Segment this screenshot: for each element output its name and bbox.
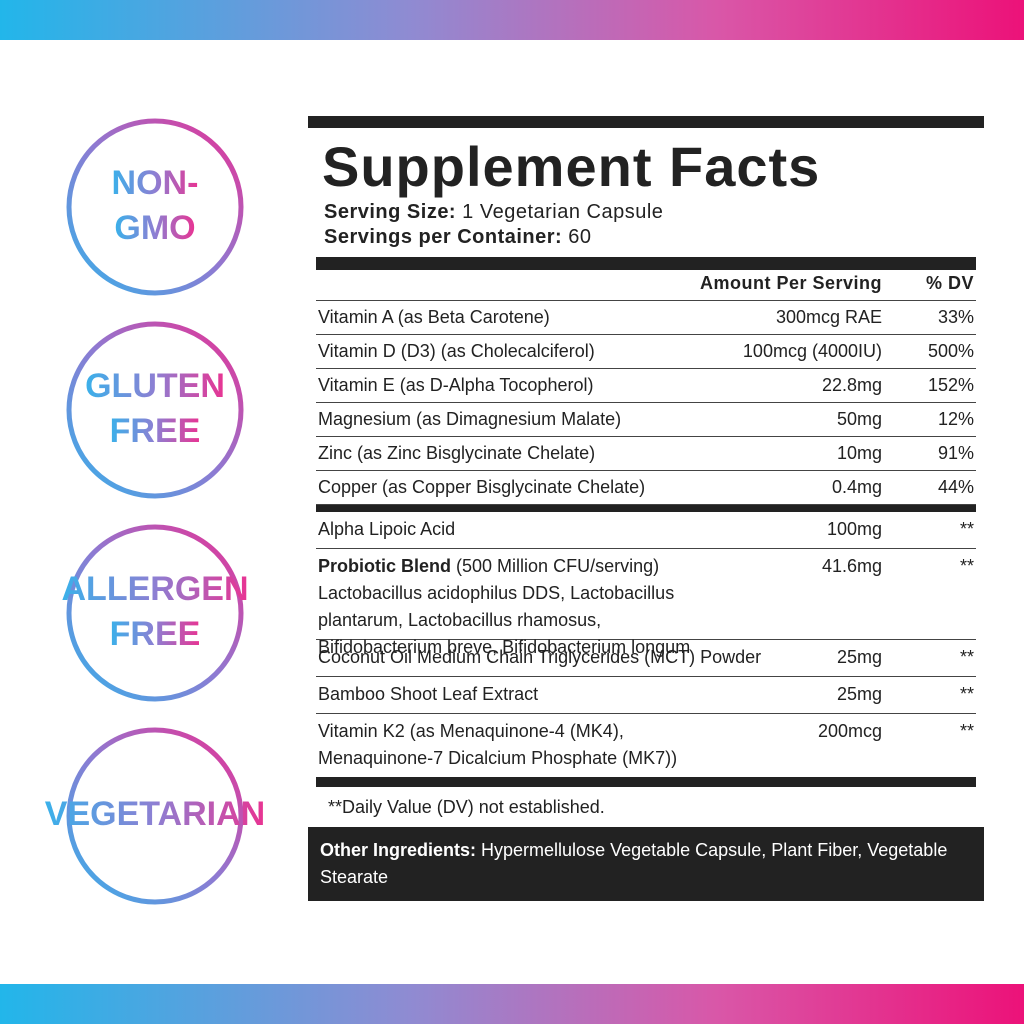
facts-row: Alpha Lipoic Acid 100mg **	[316, 512, 976, 549]
ingredient-name: Probiotic Blend (500 Million CFU/serving…	[318, 553, 690, 661]
ingredient-name: Alpha Lipoic Acid	[318, 516, 455, 543]
name-line: Bamboo Shoot Leaf Extract	[318, 684, 539, 704]
badge-ring	[66, 524, 244, 702]
name-text: Vitamin D (D3) (as Cholecalciferol)	[318, 341, 595, 361]
facts-row: Magnesium (as Dimagnesium Malate) 50mg 12%	[316, 403, 976, 437]
badge-ring	[66, 321, 244, 499]
other-ingredients: Other Ingredients: Hypermellulose Vegeta…	[308, 827, 984, 901]
facts-row: Probiotic Blend (500 Million CFU/serving…	[316, 549, 976, 657]
rule	[316, 505, 976, 512]
name-text: Magnesium (as Dimagnesium Malate)	[318, 409, 622, 429]
supplement-facts-panel: Supplement Facts Serving Size: 1 Vegetar…	[308, 116, 984, 901]
badges: NON- GMO GLUTEN FREE ALLERGEN FREE VEGETARIAN	[45, 118, 265, 905]
label: Serving Size:	[324, 201, 457, 223]
amount: 22.8mg	[821, 375, 882, 395]
daily-value: **	[959, 647, 974, 667]
rule	[316, 257, 976, 270]
ingredient-name: Vitamin A (as Beta Carotene)	[318, 304, 550, 331]
amount: 41.6mg	[821, 556, 882, 576]
label: Servings per Container:	[324, 226, 563, 248]
name-line: Menaquinone-7 Dicalcium Phosphate (MK7))	[318, 748, 678, 768]
amount: 25mg	[836, 684, 882, 704]
amount: 25mg	[836, 647, 882, 667]
ingredient-name: Vitamin K2 (as Menaquinone-4 (MK4), Menaq…	[318, 718, 677, 772]
daily-value: 91%	[937, 443, 974, 463]
footnote: **Daily Value (DV) not established.	[328, 797, 605, 817]
label: Other Ingredients:	[320, 840, 477, 860]
text: Hypermellulose Vegetable Capsule, Plant …	[320, 840, 948, 887]
amount: 100mg	[826, 519, 882, 539]
facts-row: Vitamin A (as Beta Carotene) 300mcg RAE 33…	[316, 301, 976, 335]
name-line: Probiotic Blend (500 Million CFU/serving…	[318, 553, 690, 580]
badge-text: VEGETARIAN	[45, 795, 265, 833]
ingredient-name: Magnesium (as Dimagnesium Malate)	[318, 406, 621, 433]
badge-ring	[66, 727, 244, 905]
name-line: Coconut Oil Medium Chain Triglycerides (…	[318, 647, 762, 667]
facts-row: Bamboo Shoot Leaf Extract 25mg **	[316, 677, 976, 714]
daily-value: **	[959, 684, 974, 704]
badge-text: NON-	[112, 164, 199, 202]
name-line: Bifidobacterium breve, Bifidobacterium l…	[318, 637, 691, 657]
rule	[316, 777, 976, 787]
amount-header: Amount Per Serving	[699, 273, 882, 293]
ingredient-name: Vitamin D (D3) (as Cholecalciferol)	[318, 338, 595, 365]
ingredient-name: Zinc (as Zinc Bisglycinate Chelate)	[318, 440, 595, 467]
amount: 300mcg RAE	[775, 307, 882, 327]
badge-text: ALLERGEN	[62, 570, 249, 608]
amount: 10mg	[836, 443, 882, 463]
name-text: Zinc (as Zinc Bisglycinate Chelate)	[318, 443, 596, 463]
ingredient-name: Bamboo Shoot Leaf Extract	[318, 681, 538, 708]
ingredient-name: Copper (as Copper Bisglycinate Chelate)	[318, 474, 645, 501]
badge-ring	[66, 118, 244, 296]
panel-title: Supplement Facts	[322, 135, 821, 198]
dv-header: % DV	[925, 273, 974, 293]
daily-value: **	[959, 721, 974, 741]
ingredient-name: Coconut Oil Medium Chain Triglycerides (…	[318, 644, 761, 671]
facts-row: Zinc (as Zinc Bisglycinate Chelate) 10mg 9…	[316, 437, 976, 471]
name-text: Vitamin A (as Beta Carotene)	[318, 307, 550, 327]
top-rule	[308, 116, 984, 128]
facts-row: Vitamin K2 (as Menaquinone-4 (MK4), Menaq…	[316, 714, 976, 777]
daily-value: 44%	[937, 477, 974, 497]
name-text: Copper (as Copper Bisglycinate Chelate)	[318, 477, 646, 497]
after-table: **Daily Value (DV) not established.	[316, 777, 976, 827]
daily-value: 12%	[937, 409, 974, 429]
name-line: Vitamin K2 (as Menaquinone-4 (MK4),	[318, 721, 624, 741]
servings-per-container: Servings per Container: 60	[324, 225, 984, 250]
facts-row: Vitamin D (D3) (as Cholecalciferol) 100mc…	[316, 335, 976, 369]
value: 60	[568, 226, 592, 248]
bold-name: Probiotic Blend	[318, 556, 452, 576]
daily-value: **	[959, 556, 974, 576]
amount: 200mcg	[817, 721, 882, 741]
header-row: Amount Per Serving % DV	[316, 270, 976, 301]
amount: 50mg	[836, 409, 882, 429]
badge-text: GMO	[114, 209, 195, 247]
amount: 100mcg (4000IU)	[742, 341, 882, 361]
facts-row: Coconut Oil Medium Chain Triglycerides (…	[316, 640, 976, 677]
badge-text: GLUTEN	[85, 367, 225, 405]
daily-value: 500%	[927, 341, 974, 361]
top-band	[0, 0, 1024, 40]
daily-value: 152%	[927, 375, 974, 395]
name-line: Lactobacillus acidophilus DDS, Lactobaci…	[318, 583, 675, 603]
facts-row: Vitamin E (as D-Alpha Tocopherol) 22.8mg 1…	[316, 369, 976, 403]
facts-row: Copper (as Copper Bisglycinate Chelate) 0…	[316, 471, 976, 505]
name-line: plantarum, Lactobacillus rhamosus,	[318, 610, 602, 630]
ingredient-name: Vitamin E (as D-Alpha Tocopherol)	[318, 372, 593, 399]
daily-value: **	[959, 519, 974, 539]
amount: 0.4mg	[831, 477, 882, 497]
serving-size: Serving Size: 1 Vegetarian Capsule	[324, 200, 984, 225]
name-text: (500 Million CFU/serving)	[456, 556, 660, 576]
name-text: Vitamin E (as D-Alpha Tocopherol)	[318, 375, 594, 395]
value: 1 Vegetarian Capsule	[462, 201, 664, 223]
bottom-band	[0, 984, 1024, 1024]
badge-text: FREE	[110, 412, 201, 450]
daily-value: 33%	[937, 307, 974, 327]
facts-table: Amount Per Serving % DV Vitamin A (as Be…	[316, 257, 976, 777]
badge-text: FREE	[110, 615, 201, 653]
name-line: Alpha Lipoic Acid	[318, 519, 456, 539]
